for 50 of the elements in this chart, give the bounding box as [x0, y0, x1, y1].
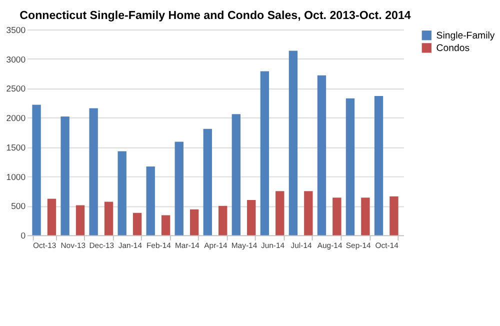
bar: [132, 212, 142, 236]
bar: [161, 215, 170, 236]
bar: [288, 50, 298, 236]
chart-title: Connecticut Single-Family Home and Condo Sales, Oct. 2013-Oct. 2014: [20, 10, 412, 22]
x-tick-label: Sep-14: [346, 241, 372, 250]
bar: [317, 75, 326, 236]
bar: [76, 205, 85, 236]
bar: [218, 206, 228, 236]
x-tick-label: Nov-13: [60, 241, 86, 250]
x-tick-label: Aug-14: [317, 241, 343, 250]
bar: [32, 104, 41, 236]
bar: [361, 198, 370, 236]
bar: [104, 202, 114, 236]
bar: [89, 108, 98, 236]
bar: [118, 151, 126, 236]
bar: [346, 98, 355, 236]
bar: [47, 198, 56, 236]
x-tick-label: Jun-14: [260, 241, 286, 250]
bar: [332, 198, 342, 236]
y-tick-label: 1000: [6, 172, 26, 182]
bar: [203, 128, 212, 236]
x-tick-label: Mar-14: [174, 241, 200, 250]
bar: [304, 191, 313, 236]
y-tick-label: 500: [11, 201, 26, 212]
bar: [276, 191, 284, 236]
y-tick-label: 1500: [6, 142, 26, 152]
bar: [232, 114, 241, 236]
legend-label: Single-Family: [436, 30, 495, 42]
y-tick-label: 3500: [6, 24, 26, 35]
legend-label: Condos: [436, 42, 470, 54]
bar: [190, 209, 199, 236]
y-tick-label: 0: [20, 230, 26, 241]
y-tick-label: 2000: [6, 113, 26, 124]
x-tick-label: Oct-13: [33, 241, 56, 250]
x-tick-label: May-14: [231, 241, 258, 250]
y-tick-label: 3000: [6, 54, 26, 64]
x-tick-label: Oct-14: [375, 241, 400, 250]
bar: [374, 96, 384, 236]
x-tick-label: Apr-14: [204, 241, 228, 250]
bar: [247, 200, 256, 236]
x-tick-label: Dec-13: [89, 241, 114, 250]
x-tick-label: Feb-14: [146, 241, 172, 250]
x-tick-label: Jan-14: [118, 241, 143, 250]
bar: [60, 116, 70, 236]
bar: [174, 142, 184, 236]
bar: [260, 71, 270, 236]
bar: [390, 196, 398, 236]
bar: [146, 166, 155, 236]
x-tick-label: Jul-14: [290, 241, 313, 250]
y-tick-label: 2500: [6, 84, 26, 94]
